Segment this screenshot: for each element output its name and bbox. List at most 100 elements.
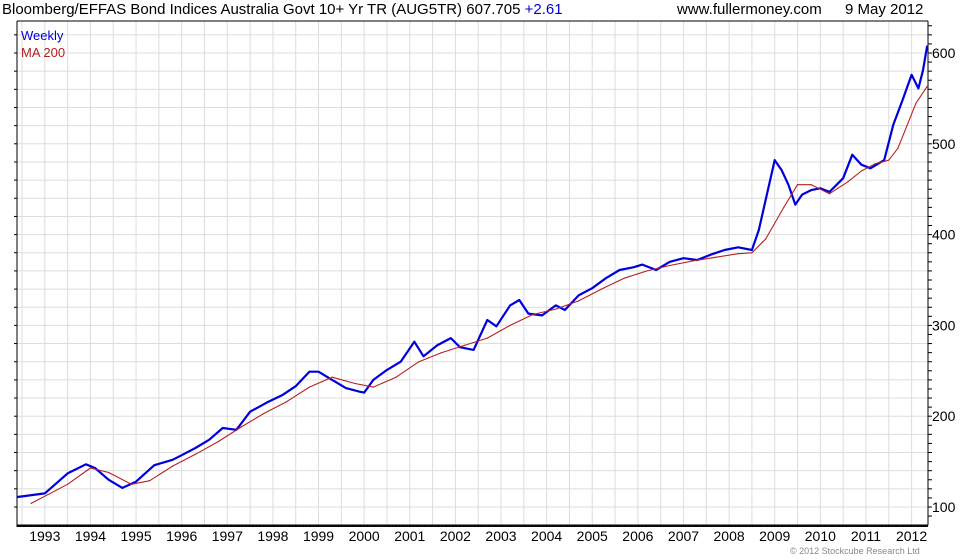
- ma200-point: [108, 471, 110, 474]
- weekly-point: [682, 257, 685, 259]
- x-tick-label: 1993: [29, 528, 60, 544]
- weekly-point: [194, 447, 196, 449]
- ma200-point: [555, 308, 557, 310]
- weekly-point: [922, 69, 924, 71]
- weekly-point: [828, 191, 831, 193]
- ma200-point: [897, 147, 899, 149]
- ma200-point: [737, 253, 739, 255]
- ma200-point: [509, 324, 511, 326]
- weekly-point: [518, 299, 520, 301]
- weekly-point: [222, 427, 224, 429]
- ma200-point: [263, 412, 265, 415]
- weekly-point: [331, 379, 333, 381]
- ma200-point: [926, 85, 928, 88]
- weekly-point: [308, 371, 311, 373]
- weekly-point: [577, 294, 580, 297]
- weekly-point: [901, 99, 904, 101]
- weekly-point: [85, 463, 87, 465]
- ma200-point: [810, 184, 812, 186]
- weekly-point: [910, 74, 913, 76]
- weekly-point: [926, 45, 928, 47]
- weekly-point: [810, 189, 812, 191]
- ma200-point: [89, 467, 92, 469]
- weekly-point: [751, 249, 753, 251]
- weekly-point: [450, 337, 452, 339]
- x-tick-label: 1994: [75, 528, 106, 544]
- series: [16, 45, 929, 504]
- weekly-point: [669, 261, 671, 263]
- ma200-point: [847, 181, 849, 183]
- x-tick-label: 2006: [622, 528, 653, 544]
- x-tick-label: 2001: [394, 528, 425, 544]
- weekly-point: [358, 391, 361, 393]
- x-tick-label: 1999: [303, 528, 334, 544]
- ma200-point: [308, 386, 311, 388]
- weekly-point: [67, 472, 69, 475]
- ma200-point: [532, 313, 534, 316]
- x-tick-label: 2011: [851, 528, 881, 544]
- ma200-point: [669, 264, 671, 267]
- weekly-point: [295, 385, 297, 387]
- ma200-point: [354, 382, 356, 385]
- weekly-point: [774, 159, 776, 161]
- weekly-point: [249, 411, 251, 413]
- weekly-line: [17, 45, 929, 499]
- x-tick-label: 1998: [257, 528, 288, 544]
- ma200-point: [888, 159, 890, 161]
- weekly-point: [400, 361, 402, 363]
- y-tick-label: 500: [932, 136, 956, 152]
- weekly-point: [723, 249, 726, 251]
- ma200-point: [372, 386, 374, 388]
- weekly-point: [764, 199, 767, 201]
- weekly-point: [153, 464, 155, 466]
- x-tick-label: 2004: [531, 528, 562, 544]
- x-tick-label: 2007: [668, 528, 699, 544]
- x-tick-label: 2009: [759, 528, 790, 544]
- ma200-point: [331, 376, 333, 378]
- weekly-point: [794, 204, 796, 206]
- weekly-point: [758, 229, 760, 231]
- weekly-point: [780, 169, 783, 171]
- chart-date: 9 May 2012: [845, 1, 924, 18]
- ma200-point: [395, 376, 397, 378]
- chart-title: Bloomberg/EFFAS Bond Indices Australia G…: [2, 1, 563, 18]
- weekly-point: [94, 467, 96, 469]
- x-tick-label: 2003: [485, 528, 516, 544]
- ma200-point: [418, 361, 420, 363]
- ma200-point: [714, 256, 717, 258]
- weekly-point: [486, 319, 488, 321]
- grid: [17, 21, 928, 525]
- ma200-point: [240, 426, 242, 428]
- weekly-point: [345, 387, 347, 389]
- weekly-point: [641, 263, 644, 266]
- weekly-point: [737, 246, 739, 248]
- weekly-point: [851, 154, 853, 156]
- weekly-point: [386, 369, 388, 371]
- weekly-point: [422, 355, 425, 357]
- x-tick-label: 1996: [166, 528, 197, 544]
- weekly-point: [710, 253, 712, 256]
- ma200-point: [149, 480, 151, 482]
- x-tick-label: 2010: [805, 528, 836, 544]
- site-url: www.fullermoney.com: [677, 1, 822, 18]
- ma200-point: [783, 206, 785, 208]
- price-change: +2.61: [524, 1, 563, 18]
- ma200-point: [915, 102, 917, 104]
- x-tick-label: 2012: [896, 528, 927, 544]
- weekly-point: [281, 394, 283, 396]
- ma200-point: [194, 453, 196, 455]
- weekly-point: [564, 309, 566, 311]
- weekly-point: [108, 479, 110, 481]
- ma200-point: [874, 163, 876, 165]
- weekly-point: [541, 314, 543, 317]
- ma200-point: [692, 260, 694, 262]
- y-tick-label: 300: [932, 317, 956, 333]
- weekly-point: [892, 124, 894, 126]
- x-tick-label: 2000: [349, 528, 380, 544]
- legend-weekly: Weekly: [21, 28, 64, 43]
- x-tick-label: 2008: [714, 528, 745, 544]
- weekly-point: [317, 371, 320, 373]
- weekly-point: [372, 379, 374, 381]
- copyright: © 2012 Stockcube Research Ltd: [790, 546, 920, 556]
